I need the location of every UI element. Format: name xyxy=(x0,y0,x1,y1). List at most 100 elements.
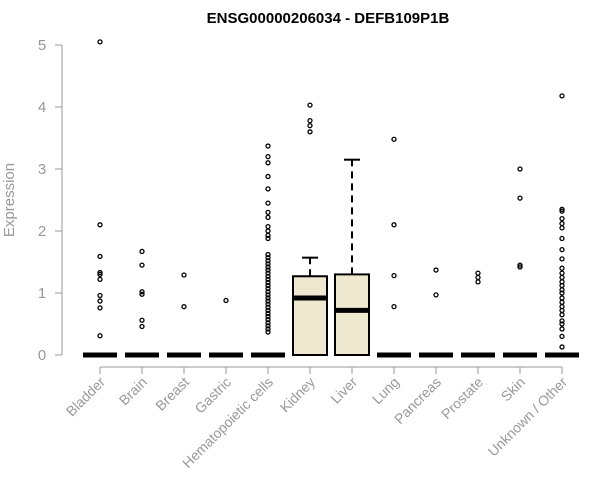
outlier-point xyxy=(139,291,145,297)
outlier-point xyxy=(391,222,397,228)
outlier-point xyxy=(181,303,187,310)
outlier-point xyxy=(307,129,313,135)
outlier-point xyxy=(139,289,145,295)
outlier-point xyxy=(97,253,103,260)
outlier-point xyxy=(475,279,481,285)
outlier-point xyxy=(265,143,271,149)
outlier-point xyxy=(559,225,565,231)
outlier-point xyxy=(265,282,271,289)
outlier-point xyxy=(307,102,313,108)
y-tick-label: 5 xyxy=(38,37,46,54)
x-tick-label: Bladder xyxy=(63,374,109,420)
outlier-point xyxy=(559,312,565,318)
box-group-skin xyxy=(503,166,537,358)
outlier-point xyxy=(97,305,103,311)
outlier-point xyxy=(265,200,271,206)
outlier-point xyxy=(265,224,271,230)
outlier-point xyxy=(265,228,271,234)
outlier-point xyxy=(559,318,565,324)
outlier-point xyxy=(559,274,565,281)
outlier-point xyxy=(559,208,565,214)
box-group-hematopoietic-cells xyxy=(251,143,285,358)
outlier-point xyxy=(139,248,145,255)
outlier-point xyxy=(559,235,565,242)
outlier-point xyxy=(391,272,397,279)
box-group-brain xyxy=(125,248,159,358)
outlier-point xyxy=(559,265,565,271)
outlier-point xyxy=(559,220,565,227)
outlier-point xyxy=(97,39,103,45)
outlier-point xyxy=(265,313,271,320)
outlier-point xyxy=(265,214,271,221)
x-tick-label: Liver xyxy=(327,374,360,407)
outlier-point xyxy=(559,206,565,212)
outlier-point xyxy=(265,323,271,329)
outlier-point xyxy=(391,136,397,142)
outlier-point xyxy=(559,303,565,310)
outlier-point xyxy=(559,246,565,253)
x-tick-label: Skin xyxy=(498,374,529,405)
outlier-point xyxy=(265,251,271,258)
outlier-point xyxy=(139,323,145,330)
outlier-point xyxy=(559,93,565,99)
box-group-unknown-other xyxy=(545,93,579,358)
outlier-point xyxy=(97,276,103,283)
outlier-point xyxy=(265,295,271,301)
outlier-point xyxy=(265,276,271,283)
outlier-point xyxy=(265,153,271,160)
outlier-point xyxy=(559,321,565,327)
outlier-point xyxy=(559,344,565,350)
x-tick-label: Breast xyxy=(152,374,192,414)
outlier-point xyxy=(265,173,271,180)
y-tick-label: 0 xyxy=(38,347,46,364)
outlier-point xyxy=(265,329,271,335)
x-tick-label: Unknown / Other xyxy=(485,374,571,460)
y-axis-label: Expression xyxy=(1,163,18,237)
outlier-point xyxy=(517,262,523,268)
outlier-point xyxy=(265,289,271,295)
outlier-point xyxy=(265,304,271,310)
x-tick-label: Brain xyxy=(116,374,150,408)
outlier-point xyxy=(433,292,439,298)
box-group-kidney xyxy=(292,102,328,357)
box-group-breast xyxy=(167,272,201,358)
x-tick-label: Lung xyxy=(369,374,402,407)
outlier-point xyxy=(265,270,271,276)
box-rect xyxy=(292,275,328,357)
outlier-point xyxy=(97,222,103,228)
outlier-point xyxy=(559,299,565,305)
outlier-point xyxy=(307,122,313,129)
outlier-point xyxy=(223,297,229,304)
outlier-point xyxy=(559,290,565,296)
outlier-point xyxy=(307,117,313,124)
outlier-point xyxy=(265,326,271,332)
outlier-point xyxy=(433,267,439,273)
outlier-point xyxy=(475,270,481,276)
outlier-point xyxy=(265,255,271,261)
outlier-point xyxy=(97,292,103,299)
outlier-point xyxy=(559,215,565,222)
outlier-point xyxy=(265,232,271,238)
outlier-point xyxy=(559,326,565,332)
outlier-point xyxy=(265,273,271,279)
outlier-point xyxy=(265,298,271,304)
outlier-point xyxy=(265,301,271,307)
x-tick-label: Kidney xyxy=(277,374,319,416)
outlier-point xyxy=(559,279,565,285)
outlier-point xyxy=(559,287,565,293)
outlier-point xyxy=(181,272,187,278)
x-tick-label: Pancreas xyxy=(391,374,444,427)
outlier-point xyxy=(265,235,271,242)
y-tick-label: 1 xyxy=(38,285,46,302)
outlier-point xyxy=(559,333,565,340)
outlier-point xyxy=(265,286,271,292)
outlier-point xyxy=(139,317,145,323)
y-tick-label: 3 xyxy=(38,161,46,178)
outlier-point xyxy=(517,264,523,270)
outlier-point xyxy=(265,292,271,298)
outlier-point xyxy=(559,295,565,301)
outlier-point xyxy=(265,267,271,273)
outlier-point xyxy=(265,261,271,267)
